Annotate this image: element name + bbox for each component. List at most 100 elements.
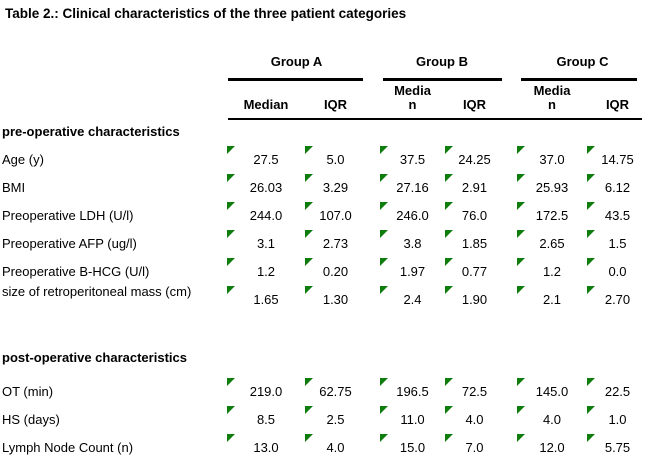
cell-value: 1.85 [461, 236, 488, 251]
cell-value: 219.0 [249, 384, 283, 399]
flag-triangle-icon [380, 258, 388, 266]
cell-value: 2.65 [539, 236, 565, 251]
flag-triangle-icon [445, 202, 453, 210]
cell-value: 1.2 [256, 264, 276, 279]
row-label: Preoperative B-HCG (U/l) [2, 264, 150, 279]
cell-value: 13.0 [253, 440, 279, 455]
data-cell: 27.5 [227, 146, 305, 174]
flag-triangle-icon [445, 146, 453, 154]
data-cell: 1.5 [587, 230, 648, 258]
subheader-iqr-b-label: IQR [462, 97, 487, 112]
cell-value: 26.03 [249, 180, 283, 195]
table-title: Table 2.: Clinical characteristics of th… [5, 6, 407, 21]
group-b-header: Group B [416, 54, 468, 69]
data-cell: 8.5 [227, 406, 305, 434]
cell-value: 8.5 [256, 412, 276, 427]
flag-triangle-icon [380, 406, 388, 414]
flag-triangle-icon [587, 230, 595, 238]
cell-value: 244.0 [249, 208, 283, 223]
flag-triangle-icon [227, 230, 235, 238]
flag-triangle-icon [305, 378, 313, 386]
cell-value: 2.5 [326, 412, 345, 427]
flag-triangle-icon [227, 378, 235, 386]
cell-value: 4.0 [326, 440, 345, 455]
cell-value: 1.65 [253, 292, 279, 307]
data-cell: 196.5 [380, 378, 445, 406]
flag-triangle-icon [227, 286, 235, 294]
flag-triangle-icon [445, 406, 453, 414]
flag-triangle-icon [445, 174, 453, 182]
flag-triangle-icon [445, 286, 453, 294]
cell-value: 6.12 [604, 180, 631, 195]
table-row: size of retroperitoneal mass (cm) 1.65 1.3… [0, 286, 650, 312]
data-cell: 11.0 [380, 406, 445, 434]
table-row: Lymph Node Count (n) 13.0 4.0 15.0 7.0 12.0 5.… [0, 434, 650, 462]
flag-triangle-icon [517, 230, 525, 238]
data-cell: 22.5 [587, 378, 648, 406]
cell-value: 0.20 [322, 264, 349, 279]
flag-triangle-icon [445, 434, 453, 442]
data-cell: 43.5 [587, 202, 648, 230]
flag-triangle-icon [587, 202, 595, 210]
row-label: OT (min) [2, 384, 54, 399]
subheader-median-b-label: Median [394, 83, 431, 112]
data-cell: 76.0 [445, 202, 504, 230]
flag-triangle-icon [445, 258, 453, 266]
flag-triangle-icon [305, 174, 313, 182]
flag-triangle-icon [305, 202, 313, 210]
data-cell: 2.4 [380, 286, 445, 312]
data-cell: 2.91 [445, 174, 504, 202]
cell-value: 37.0 [539, 152, 565, 167]
flag-triangle-icon [587, 258, 595, 266]
data-cell: 244.0 [227, 202, 305, 230]
data-cell: 246.0 [380, 202, 445, 230]
data-cell: 2.5 [305, 406, 366, 434]
flag-triangle-icon [587, 378, 595, 386]
cell-value: 12.0 [539, 440, 565, 455]
flag-triangle-icon [517, 406, 525, 414]
data-cell: 14.75 [587, 146, 648, 174]
subheader-median-a-label: Median [243, 97, 289, 112]
data-cell: 1.30 [305, 286, 366, 312]
cell-value: 3.8 [403, 236, 422, 251]
flag-triangle-icon [380, 378, 388, 386]
cell-value: 2.73 [322, 236, 349, 251]
flag-triangle-icon [305, 146, 313, 154]
table-row: Preoperative AFP (ug/l) 3.1 2.73 3.8 1.85 2.6… [0, 230, 650, 258]
data-cell: 26.03 [227, 174, 305, 202]
flag-triangle-icon [587, 286, 595, 294]
flag-triangle-icon [227, 202, 235, 210]
data-cell: 107.0 [305, 202, 366, 230]
flag-triangle-icon [305, 230, 313, 238]
flag-triangle-icon [445, 378, 453, 386]
cell-value: 14.75 [601, 152, 634, 167]
cell-value: 107.0 [319, 208, 352, 223]
data-cell: 24.25 [445, 146, 504, 174]
flag-triangle-icon [227, 406, 235, 414]
flag-triangle-icon [227, 146, 235, 154]
data-cell: 145.0 [517, 378, 587, 406]
flag-triangle-icon [587, 174, 595, 182]
cell-value: 246.0 [396, 208, 429, 223]
data-cell: 5.75 [587, 434, 648, 462]
row-label: Lymph Node Count (n) [2, 440, 134, 455]
flag-triangle-icon [517, 286, 525, 294]
cell-value: 3.1 [256, 236, 276, 251]
subheader-iqr-a: IQR [305, 81, 366, 118]
data-cell: 2.1 [517, 286, 587, 312]
flag-triangle-icon [380, 286, 388, 294]
row-label: HS (days) [2, 412, 60, 427]
data-cell: 3.1 [227, 230, 305, 258]
cell-value: 11.0 [400, 412, 425, 427]
cell-value: 196.5 [396, 384, 429, 399]
cell-value: 2.4 [403, 292, 422, 307]
flag-triangle-icon [305, 286, 313, 294]
row-label: Preoperative LDH (U/l) [2, 208, 134, 223]
row-label: BMI [2, 180, 26, 195]
flag-triangle-icon [445, 230, 453, 238]
header-rule [228, 118, 642, 120]
flag-triangle-icon [305, 434, 313, 442]
cell-value: 2.70 [604, 292, 631, 307]
cell-value: 2.91 [461, 180, 488, 195]
cell-value: 27.16 [396, 180, 429, 195]
